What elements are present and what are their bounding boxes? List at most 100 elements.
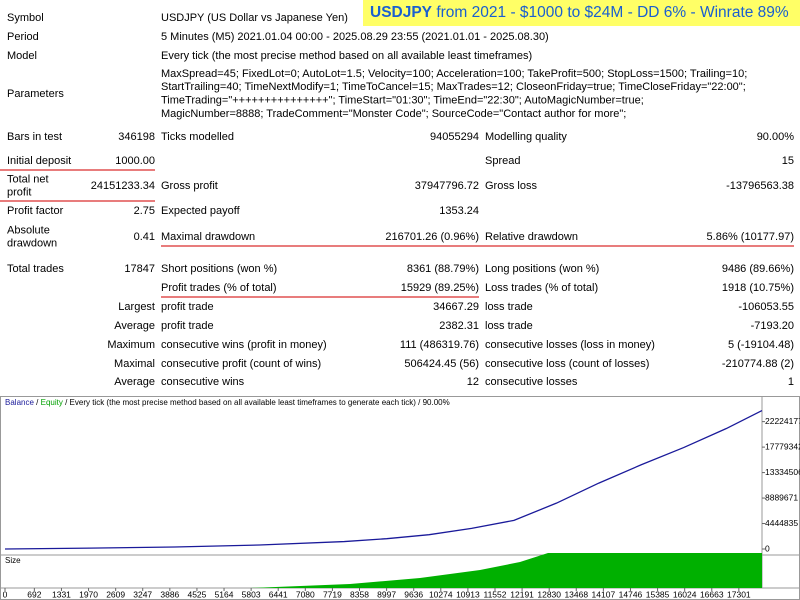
row-value: 12 — [467, 376, 479, 388]
row-value: 111 (486319.76) — [400, 339, 479, 351]
row-value: 1 — [788, 376, 794, 388]
x-tick-label: 1331 — [52, 589, 71, 599]
row-value: 17847 — [124, 263, 155, 275]
legend-balance: Balance — [5, 398, 34, 407]
row-value: 24151233.34 — [91, 180, 155, 192]
row-label: Loss trades (% of total) — [485, 282, 598, 294]
size-area — [250, 553, 762, 588]
row-value: 94055294 — [430, 131, 479, 143]
row-label: Total net profit — [7, 173, 49, 198]
row-label: consecutive losses (loss in money) — [485, 339, 655, 351]
info-value: Every tick (the most precise method base… — [161, 50, 532, 62]
info-label: Symbol — [7, 12, 44, 24]
row-label: Largest — [118, 301, 155, 313]
row-label: Gross profit — [161, 180, 218, 192]
row-value: 15929 (89.25%) — [401, 282, 479, 294]
row-value: 15 — [782, 155, 794, 167]
x-tick-label: 3247 — [133, 589, 152, 599]
y-tick-label: 22224177 — [765, 416, 800, 426]
row-value: -210774.88 (2) — [722, 358, 794, 370]
x-tick-label: 692 — [27, 589, 41, 599]
x-tick-label: 14107 — [592, 589, 616, 599]
row-value: 5 (-19104.48) — [728, 339, 794, 351]
row-label: Spread — [485, 155, 520, 167]
x-tick-label: 8358 — [350, 589, 369, 599]
row-value: 37947796.72 — [415, 180, 479, 192]
y-tick-label: 4444835 — [765, 518, 798, 528]
row-label: consecutive loss (count of losses) — [485, 358, 649, 370]
row-label: loss trade — [485, 301, 533, 313]
info-value: USDJPY (US Dollar vs Japanese Yen) — [161, 12, 348, 24]
row-value: -7193.20 — [751, 320, 794, 332]
banner: USDJPY from 2021 - $1000 to $24M - DD 6%… — [370, 4, 789, 21]
info-value: MaxSpread=45; FixedLot=0; AutoLot=1.5; V… — [161, 68, 747, 80]
x-tick-label: 17301 — [727, 589, 751, 599]
row-value: 1353.24 — [439, 205, 479, 217]
row-label: Expected payoff — [161, 205, 241, 217]
x-tick-label: 3886 — [160, 589, 179, 599]
x-tick-label: 11552 — [483, 589, 506, 599]
row-label: Short positions (won %) — [161, 263, 277, 275]
row-value: 346198 — [118, 131, 155, 143]
row-value: 2382.31 — [439, 320, 479, 332]
row-label: profit trade — [161, 301, 214, 313]
x-tick-label: 7080 — [296, 589, 315, 599]
row-value: 90.00% — [757, 131, 795, 143]
report-table: Symbol USDJPY (US Dollar vs Japanese Yen)… — [0, 12, 794, 388]
x-tick-label: 0 — [3, 589, 8, 599]
x-tick-label: 15385 — [646, 589, 670, 599]
row-value: 2.75 — [134, 205, 155, 217]
info-value: TimeTrading="+++++++++++++++"; TimeStart… — [161, 95, 644, 107]
row-label: Initial deposit — [7, 155, 71, 167]
x-tick-label: 4525 — [187, 589, 206, 599]
y-tick-label: 13334506 — [765, 467, 800, 477]
row-label: profit trade — [161, 320, 214, 332]
x-tick-label: 12191 — [510, 589, 534, 599]
row-value: 0.41 — [134, 231, 155, 243]
x-tick-label: 1970 — [79, 589, 98, 599]
row-label: consecutive wins (profit in money) — [161, 339, 327, 351]
chart-header: Balance / Equity / Every tick (the most … — [5, 398, 450, 407]
row-label: consecutive losses — [485, 376, 578, 388]
row-value: 216701.26 (0.96%) — [385, 231, 479, 243]
info-label: Model — [7, 50, 37, 62]
row-label: Maximum — [107, 339, 155, 351]
row-value: 1000.00 — [115, 155, 155, 167]
y-tick-label: 8889671 — [765, 492, 798, 502]
row-label: Long positions (won %) — [485, 263, 599, 275]
banner-text: from 2021 - $1000 to $24M - DD 6% - Winr… — [436, 4, 789, 21]
y-tick-label: 0 — [765, 543, 770, 553]
row-value: 1918 (10.75%) — [722, 282, 794, 294]
row-value: 8361 (88.79%) — [407, 263, 479, 275]
row-value: 34667.29 — [433, 301, 479, 313]
x-tick-label: 6441 — [269, 589, 288, 599]
banner-highlight: USDJPY — [370, 4, 433, 21]
legend-separator: / — [36, 398, 39, 407]
info-label: Parameters — [7, 88, 64, 100]
row-value: 9486 (89.66%) — [722, 263, 794, 275]
row-label: Relative drawdown — [485, 231, 578, 243]
info-value: MagicNumber=8888; TradeComment="Monster … — [161, 108, 626, 120]
x-tick-label: 16024 — [673, 589, 697, 599]
row-value: -13796563.38 — [726, 180, 794, 192]
x-tick-label: 10913 — [456, 589, 480, 599]
row-label: Total trades — [7, 263, 64, 275]
row-label: Maximal drawdown — [161, 231, 255, 243]
x-tick-label: 7719 — [323, 589, 342, 599]
row-label: Bars in test — [7, 131, 62, 143]
info-value: 5 Minutes (M5) 2021.01.04 00:00 - 2025.0… — [161, 31, 549, 43]
banner-bg — [363, 0, 800, 26]
row-value: 506424.45 (56) — [404, 358, 479, 370]
row-label: consecutive wins — [161, 376, 245, 388]
x-tick-label: 8997 — [377, 589, 396, 599]
x-tick-label: 9636 — [404, 589, 423, 599]
row-label: Gross loss — [485, 180, 537, 192]
x-tick-label: 13468 — [564, 589, 588, 599]
chart-subtitle: / Every tick (the most precise method ba… — [65, 398, 450, 407]
row-label: Ticks modelled — [161, 131, 234, 143]
row-value: 5.86% (10177.97) — [707, 231, 794, 243]
chart: 0 4444835 8889671 13334506 17779342 22224177 0… — [3, 410, 800, 599]
row-label: consecutive profit (count of wins) — [161, 358, 321, 370]
